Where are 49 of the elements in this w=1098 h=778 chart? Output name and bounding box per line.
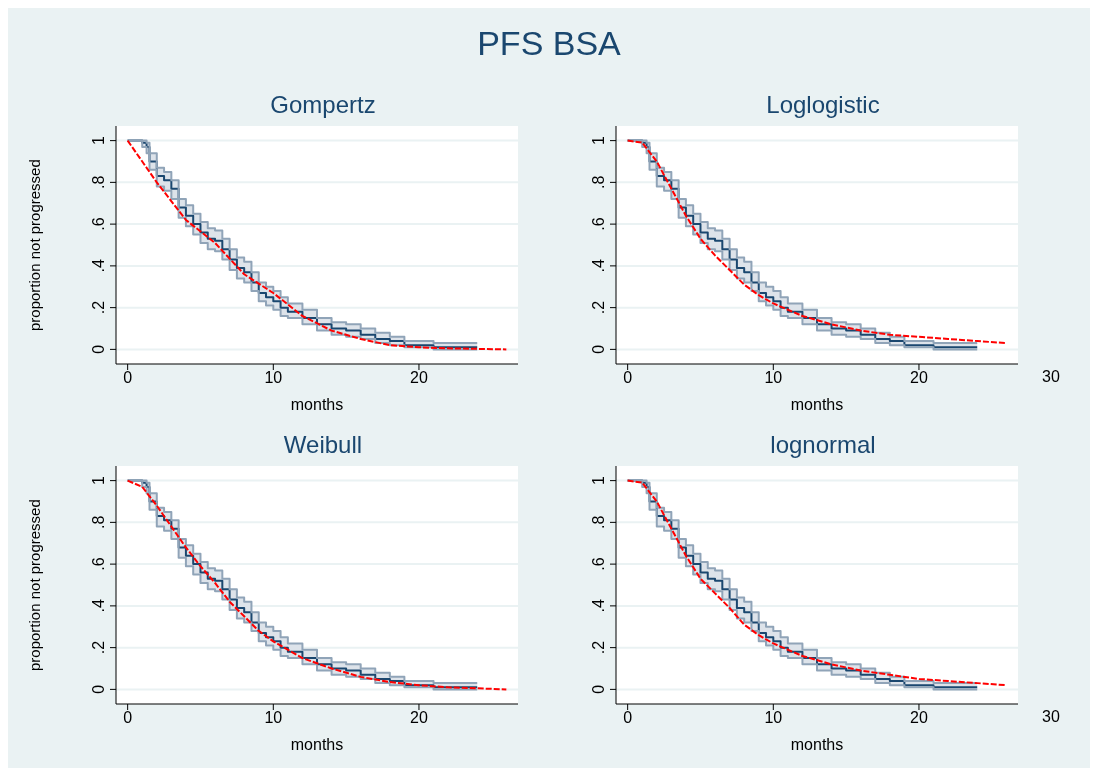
y-tick-label: 1	[590, 476, 607, 486]
y-tick-label: .2	[90, 640, 107, 655]
x-axis-title: months	[290, 736, 344, 753]
text: PFS BSA	[476, 24, 622, 63]
y-tick-label: .4	[90, 599, 107, 613]
text: 30	[1042, 368, 1060, 386]
y-tick-label: 1	[90, 476, 107, 486]
y-tick-label: .8	[590, 175, 607, 190]
y-tick-label: .4	[590, 259, 607, 273]
x-tick-label: 20	[910, 709, 928, 727]
x-tick-label: 0	[623, 369, 633, 387]
y-tick-label: 1	[90, 136, 107, 146]
x-axis-title: months	[290, 396, 344, 413]
y-tick-label: .2	[590, 300, 607, 315]
x-tick-label: 0	[123, 709, 133, 727]
y-tick-label: .8	[90, 175, 107, 190]
y-tick-label: .2	[590, 640, 607, 655]
y-tick-label: .8	[90, 515, 107, 530]
y-axis-title: proportion not progressed	[26, 498, 43, 673]
x-axis-title: months	[790, 736, 844, 753]
chart-title: Weibull	[282, 430, 364, 460]
text: 30	[1042, 708, 1060, 726]
x-tick-label: 0	[123, 369, 133, 387]
y-tick-label: 0	[590, 344, 607, 354]
y-tick-label: 0	[90, 344, 107, 354]
y-tick-label: .2	[90, 300, 107, 315]
y-tick-label: .4	[590, 599, 607, 613]
chart-title: Gompertz	[269, 90, 377, 120]
y-axis-title: proportion not progressed	[26, 158, 43, 333]
chart-title: Loglogistic	[765, 90, 881, 120]
y-tick-label: .6	[590, 557, 607, 571]
y-tick-label: 0	[590, 684, 607, 694]
x-tick-label: 20	[910, 369, 928, 387]
chart-title: lognormal	[769, 430, 877, 460]
x-tick-label: 0	[623, 709, 633, 727]
y-tick-label: .6	[90, 217, 107, 231]
y-tick-label: 0	[90, 684, 107, 694]
x-tick-label: 10	[264, 369, 283, 387]
x-tick-label: 10	[764, 369, 783, 387]
x-tick-label: 10	[264, 709, 283, 727]
x-tick-label: 20	[410, 369, 428, 387]
x-tick-label: 20	[410, 709, 428, 727]
y-tick-label: .6	[90, 557, 107, 571]
y-tick-label: .8	[590, 515, 607, 530]
x-axis-title: months	[790, 396, 844, 413]
x-tick-label: 10	[764, 709, 783, 727]
y-tick-label: .4	[90, 259, 107, 273]
y-tick-label: .6	[590, 217, 607, 231]
y-tick-label: 1	[590, 136, 607, 146]
